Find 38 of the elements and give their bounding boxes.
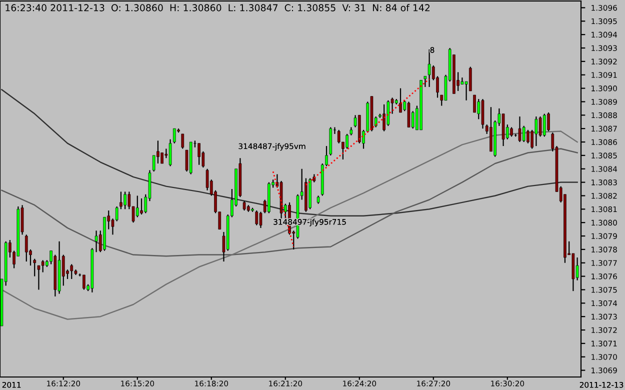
candlestick xyxy=(124,191,126,210)
candlestick xyxy=(522,125,526,143)
candlestick xyxy=(152,154,156,172)
candlestick xyxy=(160,152,164,164)
chart-title: 16:23:40 2011-12-13 O: 1.30860 H: 1.30860 L: 1.30847 C: 1.30855 V: 31 N: 84 of 142 xyxy=(6,4,430,12)
candlestick xyxy=(206,168,209,191)
candlestick xyxy=(198,142,200,166)
candlestick xyxy=(140,198,143,216)
candlestick xyxy=(33,258,36,277)
candlestick xyxy=(424,76,427,88)
candlestick xyxy=(82,274,86,290)
candlestick xyxy=(518,116,522,143)
candlestick xyxy=(382,104,386,132)
candlestick xyxy=(428,48,431,88)
candlestick xyxy=(120,191,122,210)
line-series xyxy=(1,89,578,216)
candlestick xyxy=(41,260,44,273)
candlestick xyxy=(181,133,184,150)
line-series xyxy=(1,130,578,320)
candlestick xyxy=(24,234,28,262)
candlestick xyxy=(538,116,542,138)
candlestick xyxy=(473,94,476,114)
candlestick xyxy=(510,126,513,138)
candlestick xyxy=(172,128,176,144)
candlestick xyxy=(94,230,98,253)
candlestick xyxy=(168,138,172,167)
candlestick xyxy=(534,116,538,147)
candlestick xyxy=(547,112,550,132)
candlestick xyxy=(136,195,139,218)
candlestick xyxy=(386,100,390,126)
candlestick xyxy=(255,210,258,226)
candlestick xyxy=(70,264,74,280)
candlestick xyxy=(259,211,262,228)
candlestick xyxy=(346,133,348,150)
candlestick xyxy=(37,264,40,290)
candlestick xyxy=(242,200,246,212)
candlestick xyxy=(526,129,530,144)
candlestick xyxy=(399,88,402,114)
